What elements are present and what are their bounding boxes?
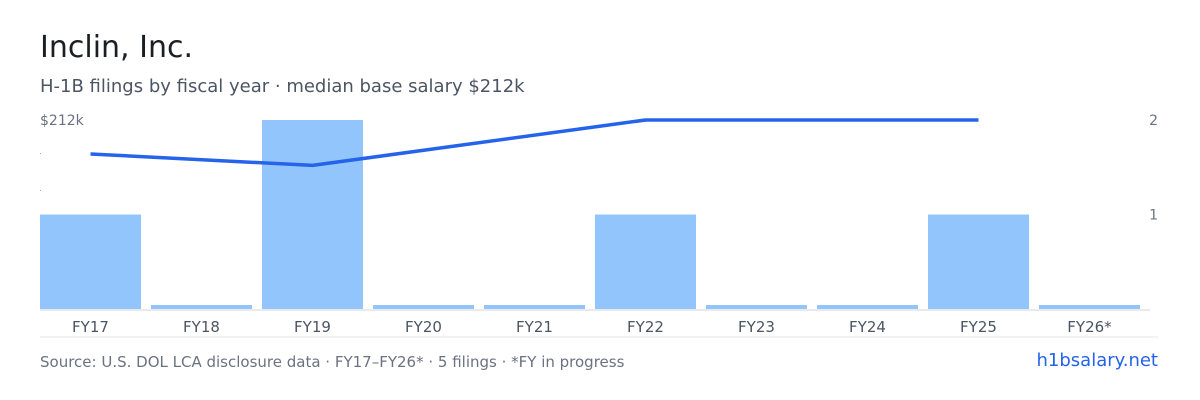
left-axis-top-label: $212k <box>40 113 85 129</box>
footer-source: Source: U.S. DOL LCA disclosure data · F… <box>40 353 625 371</box>
bar-fy23 <box>706 305 807 309</box>
x-tick-label: FY23 <box>738 318 775 336</box>
x-tick-label: FY21 <box>516 318 553 336</box>
labels-layer: FY17 FY18 FY19 FY20 FY21 FY22 FY23 FY24 FY25 FY26… <box>40 113 1158 336</box>
x-tick-label: FY25 <box>960 318 997 336</box>
right-axis-tick-label: 2 <box>1149 113 1158 129</box>
bar-fy18 <box>151 305 252 309</box>
axis-layer <box>40 153 1158 338</box>
bar-fy24 <box>817 305 918 309</box>
x-tick-label: FY19 <box>294 318 331 336</box>
bar-fy22 <box>595 214 696 309</box>
line-layer <box>90 118 979 168</box>
x-tick-label: FY26* <box>1067 318 1112 336</box>
left-axis-tick <box>40 190 41 191</box>
bar-fy17 <box>40 214 141 309</box>
bars-layer <box>40 120 1140 309</box>
x-tick-label: FY17 <box>72 318 109 336</box>
left-axis-tick <box>40 153 41 154</box>
site-link[interactable]: h1bsalary.net <box>1036 350 1158 371</box>
bar-fy21 <box>484 305 585 309</box>
bar-fy20 <box>373 305 474 309</box>
bar-fy26-partial <box>1039 305 1140 309</box>
salary-line <box>90 118 979 168</box>
x-tick-label: FY22 <box>627 318 664 336</box>
bar-fy19 <box>262 120 363 309</box>
x-tick-label: FY20 <box>405 318 442 336</box>
right-axis-tick-label: 1 <box>1149 208 1158 224</box>
bar-fy25 <box>928 214 1029 309</box>
chart-subtitle: H-1B filings by fiscal year · median bas… <box>40 76 525 97</box>
x-tick-label: FY24 <box>849 318 886 336</box>
x-tick-label: FY18 <box>183 318 220 336</box>
chart-title: Inclin, Inc. <box>40 30 194 65</box>
